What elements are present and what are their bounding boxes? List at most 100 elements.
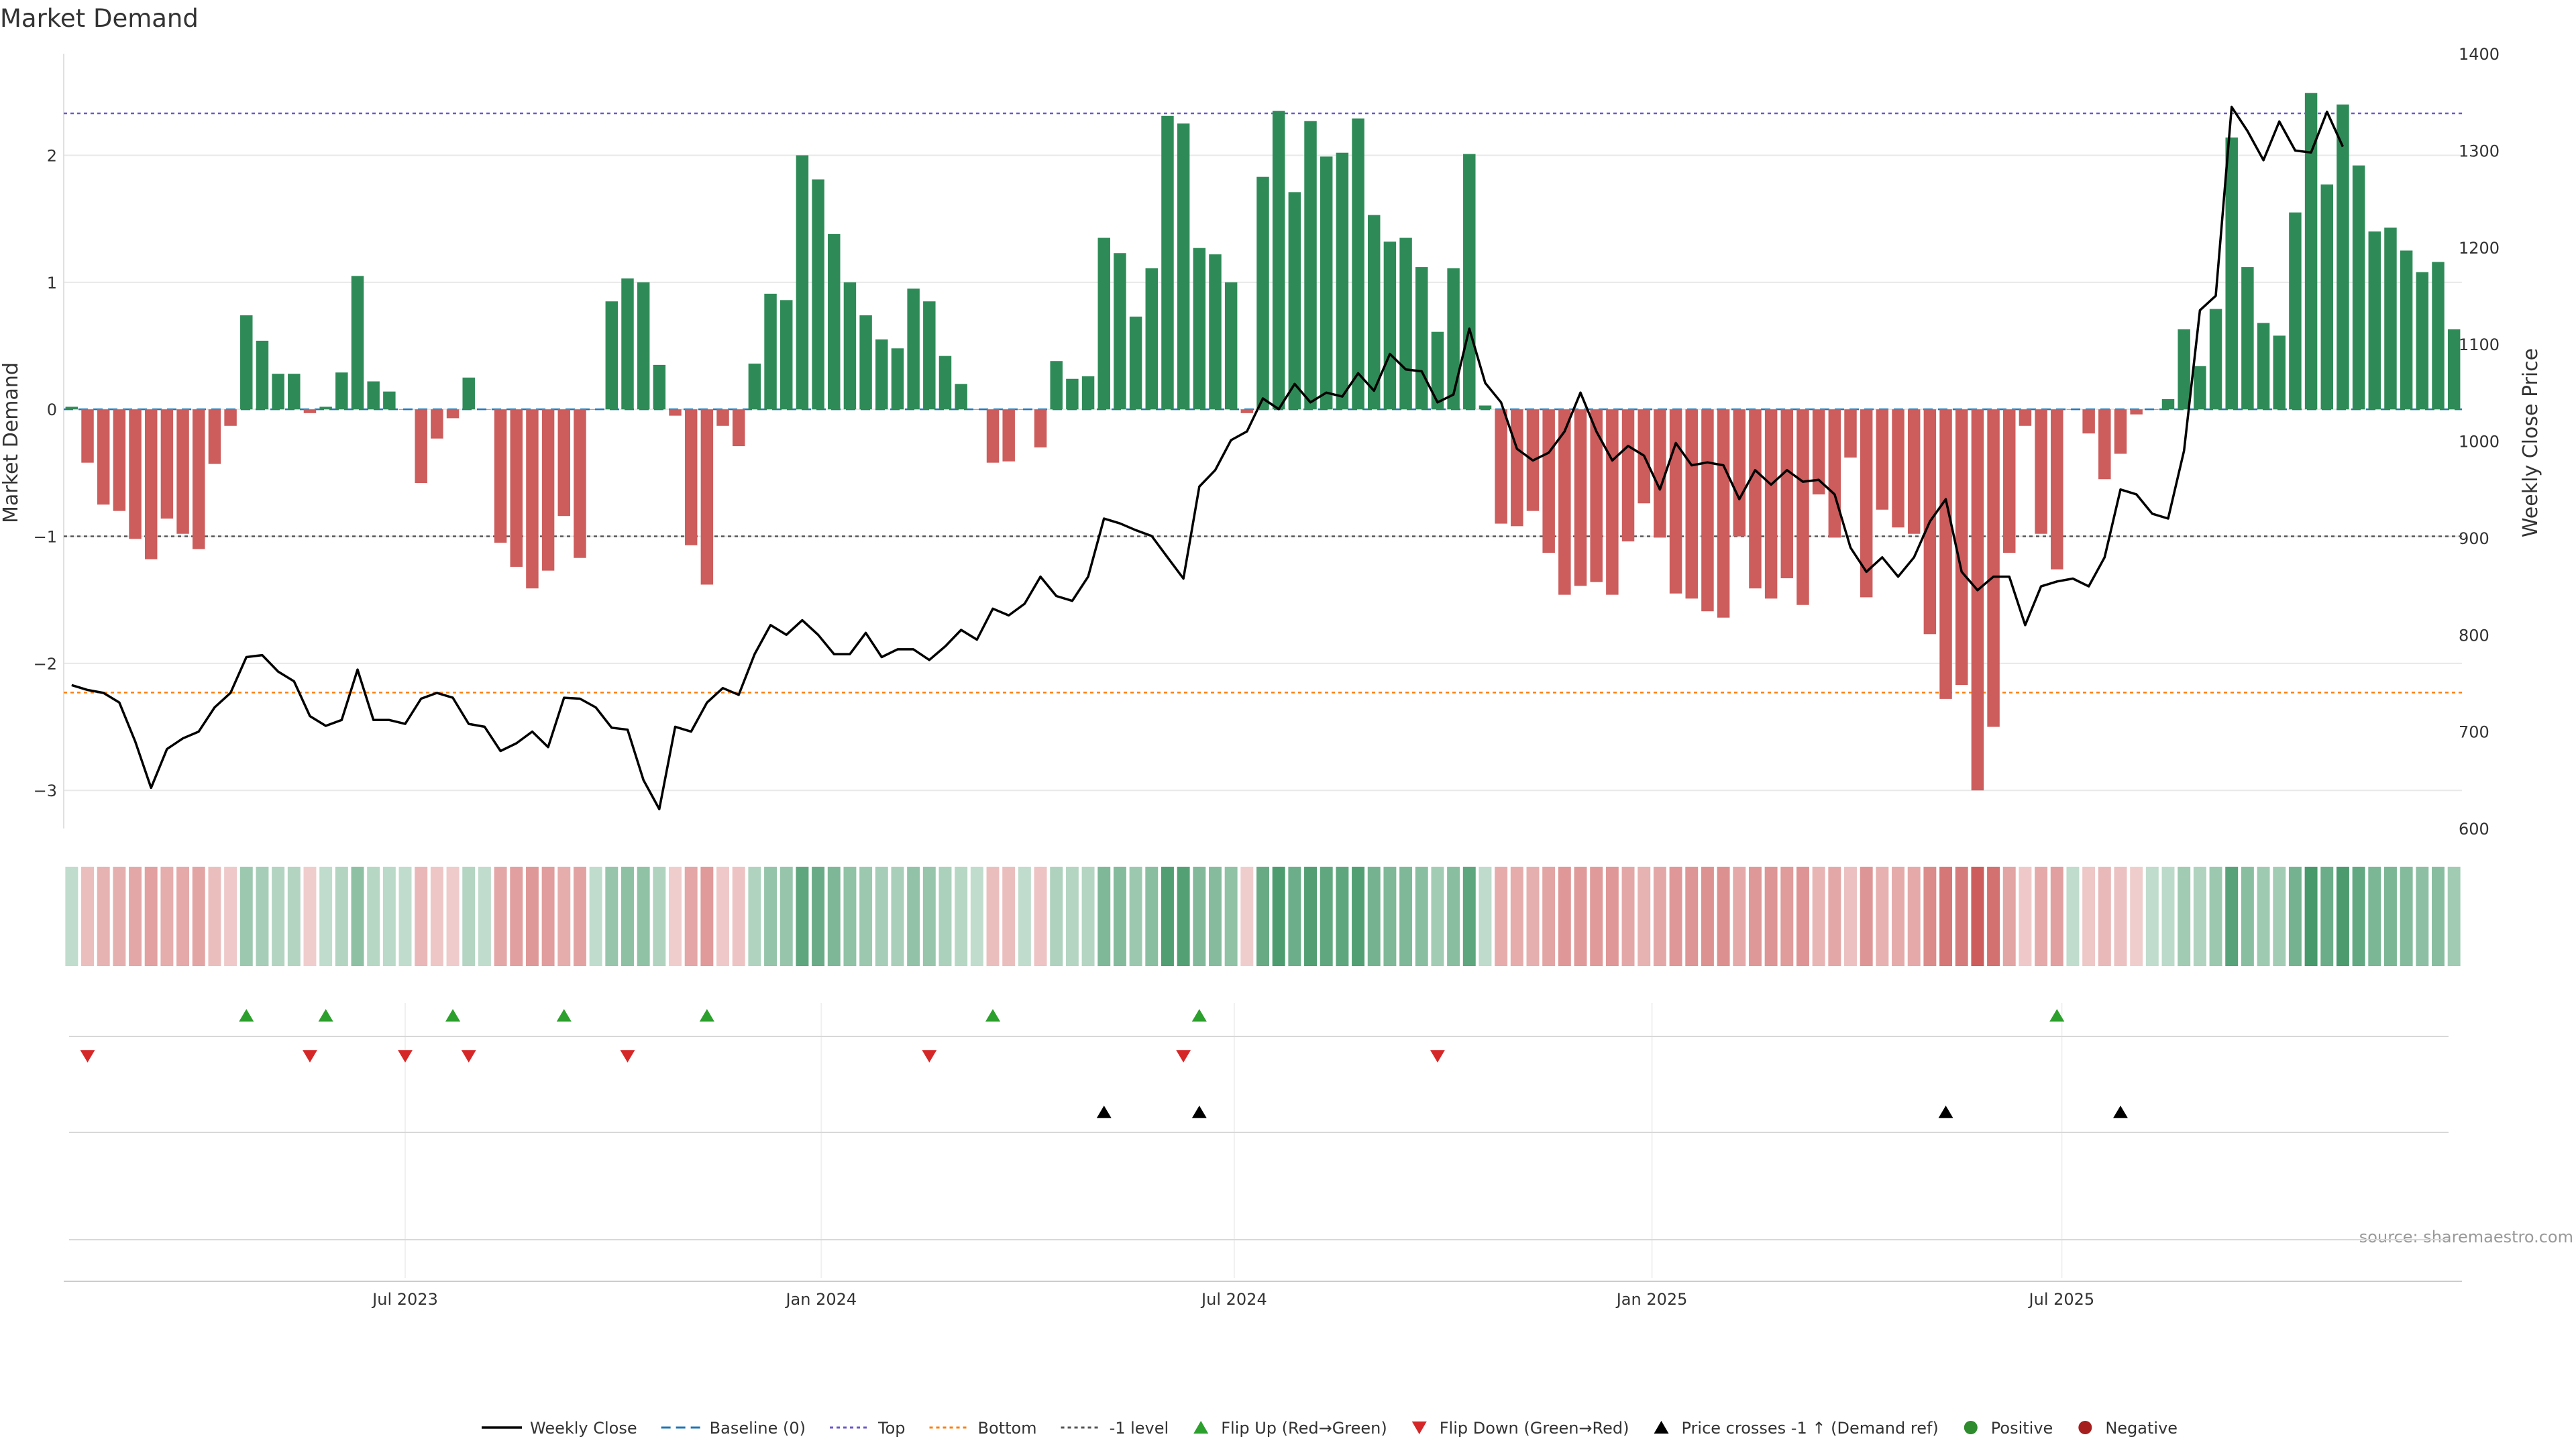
- legend-item: Baseline (0): [661, 1419, 806, 1438]
- demand-bar: [1558, 409, 1571, 595]
- demand-bar: [2241, 267, 2254, 410]
- demand-bar: [1304, 121, 1317, 410]
- heat-cell: [2161, 867, 2175, 966]
- legend-item: Bottom: [929, 1419, 1037, 1438]
- demand-bar: [1606, 409, 1619, 595]
- demand-bar: [1876, 409, 1889, 510]
- y-right-tick-label: 1100: [2459, 335, 2500, 354]
- demand-bar: [129, 409, 142, 539]
- legend-swatch: [1654, 1421, 1669, 1434]
- demand-bar: [1066, 378, 1079, 410]
- demand-bar: [2146, 409, 2159, 410]
- demand-bar: [1892, 409, 1904, 528]
- demand-bar: [431, 409, 443, 439]
- heat-cell: [2019, 867, 2032, 966]
- heat-cell: [796, 867, 809, 966]
- heat-cell: [113, 867, 126, 966]
- demand-bar: [176, 409, 189, 534]
- heat-cell: [1034, 867, 1047, 966]
- heat-cell: [2050, 867, 2063, 966]
- demand-bar: [1860, 409, 1873, 598]
- legend-swatch: [1964, 1421, 1978, 1434]
- y-left-tick-label: −3: [34, 782, 57, 800]
- heat-cell: [1558, 867, 1571, 966]
- demand-bar: [208, 409, 221, 464]
- heat-cell: [176, 867, 190, 966]
- heat-cell: [1621, 867, 1635, 966]
- x-tick-label: Jul 2024: [1200, 1290, 1267, 1309]
- legend-label: Baseline (0): [710, 1419, 806, 1438]
- heat-cell: [160, 867, 174, 966]
- heat-cell: [827, 867, 841, 966]
- demand-bar: [812, 179, 824, 410]
- weekly-close-line: [71, 105, 2344, 810]
- flip-up-marker: [239, 1009, 254, 1022]
- heat-cell: [1399, 867, 1413, 966]
- y-axis-right-label: Weekly Close Price: [2519, 348, 2542, 537]
- heat-cell: [922, 867, 936, 966]
- demand-bar: [1971, 409, 1984, 791]
- demand-bar: [1685, 409, 1698, 599]
- legend-item: Positive: [1964, 1419, 2053, 1438]
- demand-bar: [1495, 409, 1507, 524]
- legend-swatch: [2078, 1421, 2092, 1434]
- heat-cell: [1240, 867, 1254, 966]
- demand-bar: [1145, 268, 1159, 410]
- heat-cell: [1574, 867, 1587, 966]
- demand-bar: [2273, 335, 2286, 410]
- heat-cell: [462, 867, 476, 966]
- demand-bar: [2432, 262, 2445, 410]
- heat-cell: [955, 867, 968, 966]
- legend-label: Price crosses -1 ↑ (Demand ref): [1682, 1419, 1939, 1438]
- heat-cell: [1479, 867, 1492, 966]
- x-axis: Jul 2023 Jan 2024 Jul 2024 Jan 2025 Jul 2025: [64, 1281, 2462, 1309]
- heat-cell: [2432, 867, 2445, 966]
- demand-bar: [923, 301, 936, 410]
- heat-cell: [1748, 867, 1762, 966]
- demand-bar: [1114, 253, 1126, 410]
- heat-cell: [1145, 867, 1159, 966]
- legend-label: Weekly Close: [530, 1419, 637, 1438]
- heat-cell: [2416, 867, 2429, 966]
- flip-down-marker: [302, 1050, 317, 1063]
- demand-bar: [1272, 111, 1285, 410]
- heat-cell: [891, 867, 904, 966]
- heat-cell: [589, 867, 602, 966]
- heat-cell: [780, 867, 793, 966]
- heat-cell: [1193, 867, 1206, 966]
- heat-cell: [1002, 867, 1016, 966]
- heat-cell: [605, 867, 619, 966]
- heat-cell: [335, 867, 348, 966]
- heat-cell: [367, 867, 380, 966]
- flip-up-marker: [985, 1009, 1001, 1022]
- heat-cell: [1462, 867, 1476, 966]
- heat-cell: [1605, 867, 1619, 966]
- legend-item: Negative: [2078, 1419, 2178, 1438]
- demand-bar: [65, 407, 78, 410]
- heat-cell: [541, 867, 555, 966]
- flip-down-marker: [80, 1050, 95, 1063]
- x-tick-label: Jan 2025: [1615, 1290, 1688, 1309]
- legend-swatch: [1193, 1421, 1209, 1434]
- demand-bar: [1129, 316, 1142, 410]
- demand-bar: [2098, 409, 2111, 480]
- heat-cell: [2114, 867, 2127, 966]
- demand-bar: [875, 339, 888, 410]
- heat-cell: [2368, 867, 2381, 966]
- heat-cell: [192, 867, 205, 966]
- demand-bar: [1511, 409, 1523, 527]
- demand-bar: [351, 276, 364, 410]
- flip-up-marker: [699, 1009, 714, 1022]
- heat-cell: [129, 867, 142, 966]
- heat-cell: [2225, 867, 2239, 966]
- heat-cell: [303, 867, 317, 966]
- heat-cell: [446, 867, 460, 966]
- demand-bar: [383, 391, 396, 410]
- heat-cell: [1812, 867, 1825, 966]
- legend-label: Negative: [2105, 1419, 2178, 1438]
- demand-bar: [81, 409, 94, 463]
- flip-up-marker: [318, 1009, 333, 1022]
- heat-cell: [1177, 867, 1190, 966]
- demand-bar: [1431, 331, 1444, 410]
- heat-cell: [1907, 867, 1921, 966]
